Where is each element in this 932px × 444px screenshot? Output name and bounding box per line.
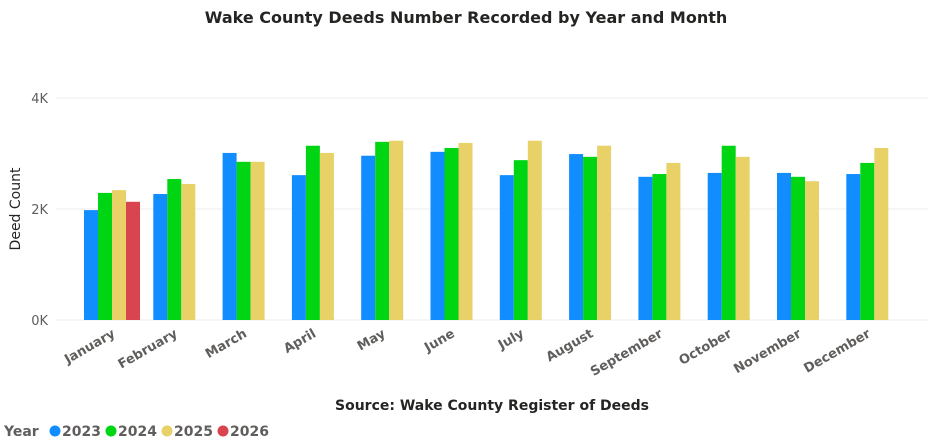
legend-label: 2023 xyxy=(62,424,101,440)
bar-march-2024[interactable] xyxy=(236,161,251,320)
bar-august-2025[interactable] xyxy=(597,145,612,320)
bar-december-2023[interactable] xyxy=(846,174,861,320)
legend-label: 2025 xyxy=(174,424,213,440)
bar-june-2023[interactable] xyxy=(430,151,445,320)
bar-july-2024[interactable] xyxy=(513,160,528,320)
bar-february-2024[interactable] xyxy=(167,179,182,320)
legend-item-2026[interactable]: 2026 xyxy=(217,424,269,440)
bar-june-2025[interactable] xyxy=(458,142,473,320)
bar-january-2024[interactable] xyxy=(98,192,112,320)
x-tick-label: June xyxy=(421,326,457,356)
bar-september-2025[interactable] xyxy=(666,162,681,320)
x-tick-label: January xyxy=(61,326,118,368)
x-tick-label: December xyxy=(802,326,874,376)
legend-label: 2024 xyxy=(118,424,157,440)
bar-august-2023[interactable] xyxy=(569,154,584,320)
bar-february-2023[interactable] xyxy=(153,194,168,320)
bar-october-2025[interactable] xyxy=(735,156,750,320)
bar-april-2023[interactable] xyxy=(291,175,306,320)
bar-november-2025[interactable] xyxy=(805,181,819,320)
legend-marker xyxy=(217,425,229,437)
bar-may-2024[interactable] xyxy=(375,141,390,320)
legend-marker xyxy=(161,425,173,437)
legend-item-2024[interactable]: 2024 xyxy=(105,424,158,440)
bar-august-2024[interactable] xyxy=(583,156,598,320)
y-axis-label: Deed Count xyxy=(8,167,24,250)
bar-june-2024[interactable] xyxy=(444,147,459,320)
x-tick-label: November xyxy=(731,326,804,377)
bar-february-2025[interactable] xyxy=(181,184,196,320)
bar-april-2024[interactable] xyxy=(305,145,320,320)
x-axis-label: Source: Wake County Register of Deeds xyxy=(335,398,649,414)
x-tick-label: July xyxy=(495,326,527,353)
y-tick-label: 2K xyxy=(31,203,48,218)
x-tick-label: October xyxy=(677,326,736,369)
legend-label: 2026 xyxy=(230,424,269,440)
bar-december-2024[interactable] xyxy=(860,162,875,320)
y-tick-label: 4K xyxy=(31,92,48,107)
x-tick-label: February xyxy=(116,326,181,372)
bar-october-2023[interactable] xyxy=(707,172,722,320)
bar-april-2025[interactable] xyxy=(319,152,334,320)
bar-october-2024[interactable] xyxy=(721,145,736,320)
legend-title: Year xyxy=(3,424,39,440)
bar-july-2023[interactable] xyxy=(499,175,514,320)
legend-item-2023[interactable]: 2023 xyxy=(49,424,101,440)
legend-item-2025[interactable]: 2025 xyxy=(161,424,213,440)
bar-september-2024[interactable] xyxy=(652,174,667,320)
bar-may-2023[interactable] xyxy=(361,155,376,320)
x-tick-label: September xyxy=(588,326,666,380)
bar-march-2023[interactable] xyxy=(222,152,237,320)
legend-marker xyxy=(49,425,61,437)
bar-september-2023[interactable] xyxy=(638,176,653,320)
y-tick-label: 0K xyxy=(31,314,48,329)
bar-january-2026[interactable] xyxy=(126,201,140,320)
x-tick-label: May xyxy=(355,326,389,354)
chart-title: Wake County Deeds Number Recorded by Yea… xyxy=(205,8,728,27)
bar-july-2025[interactable] xyxy=(527,140,542,320)
bar-november-2024[interactable] xyxy=(791,176,805,320)
x-tick-label: April xyxy=(281,326,319,356)
bar-may-2025[interactable] xyxy=(389,140,404,320)
x-tick-label: August xyxy=(544,326,596,365)
x-tick-label: March xyxy=(203,326,250,362)
legend: Year 2023 2024 2025 2026 xyxy=(3,424,269,440)
bar-december-2025[interactable] xyxy=(874,147,889,320)
bar-january-2025[interactable] xyxy=(112,190,126,320)
bar-march-2025[interactable] xyxy=(250,161,265,320)
bar-november-2023[interactable] xyxy=(777,172,791,320)
legend-marker xyxy=(105,425,117,437)
bar-january-2023[interactable] xyxy=(84,210,98,320)
